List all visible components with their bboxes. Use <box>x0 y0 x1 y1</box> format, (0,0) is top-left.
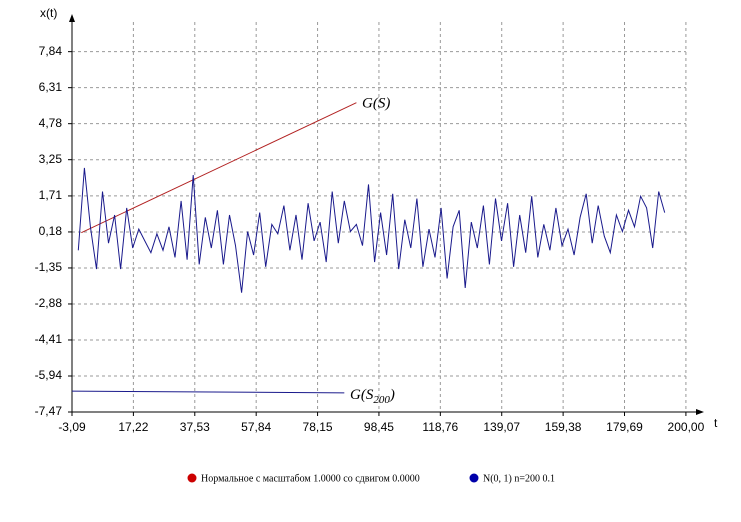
x-tick-label: 98,45 <box>364 420 394 434</box>
x-tick-label: 118,76 <box>422 420 458 434</box>
series-line <box>81 102 357 234</box>
y-tick-label: 1,71 <box>39 188 63 202</box>
annotation-text: G(S <box>350 387 374 403</box>
x-axis-label: t <box>714 416 718 430</box>
x-tick-label: 179,69 <box>606 420 643 434</box>
y-tick-label: -5,94 <box>35 368 63 382</box>
y-tick-label: 4,78 <box>39 116 63 130</box>
annotation: G(S) <box>362 95 390 111</box>
x-tick-label: 17,22 <box>118 420 148 434</box>
series-line <box>71 390 345 394</box>
y-axis-arrow <box>69 14 75 22</box>
legend-marker <box>187 473 197 483</box>
y-tick-label: 0,18 <box>39 224 63 238</box>
y-tick-label: 3,25 <box>39 152 63 166</box>
x-tick-label: 159,38 <box>545 420 582 434</box>
x-tick-label: 200,00 <box>668 420 705 434</box>
x-tick-label: -3,09 <box>58 420 86 434</box>
x-tick-label: 57,84 <box>241 420 271 434</box>
legend-label: N(0, 1) n=200 0.1 <box>483 473 555 484</box>
x-tick-label: 78,15 <box>303 420 333 434</box>
x-tick-label: 139,07 <box>483 420 520 434</box>
legend-label: Нормальное с масштабом 1.0000 со сдвигом… <box>201 473 420 484</box>
annotation-tail: ) <box>389 387 395 403</box>
series-line <box>77 167 666 293</box>
y-tick-label: -1,35 <box>35 260 63 274</box>
x-tick-label: 37,53 <box>180 420 210 434</box>
annotation-sub: 200 <box>373 394 390 406</box>
y-tick-label: -7,47 <box>35 404 63 418</box>
y-tick-label: 6,31 <box>39 80 63 94</box>
annotation: G(S200) <box>350 387 395 405</box>
x-axis-arrow <box>696 409 704 415</box>
y-axis-label: x(t) <box>40 6 57 20</box>
y-tick-label: 7,84 <box>39 44 63 58</box>
y-tick-label: -4,41 <box>35 332 63 346</box>
y-tick-label: -2,88 <box>35 296 63 310</box>
legend-marker <box>469 473 479 483</box>
